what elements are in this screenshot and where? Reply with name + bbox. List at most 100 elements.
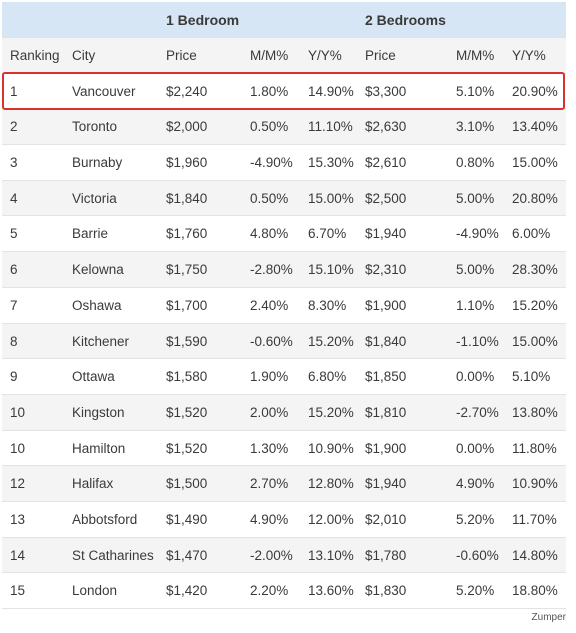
- cell-yy-1br: 14.90%: [308, 83, 354, 99]
- cell-yy-2br: 28.30%: [512, 262, 558, 278]
- group-two-bedrooms: 2 Bedrooms: [365, 12, 446, 28]
- cell-yy-2br: 15.20%: [512, 297, 558, 313]
- cell-yy-2br: 10.90%: [512, 476, 558, 492]
- cell-mm-1br: 4.90%: [250, 511, 289, 527]
- cell-ranking: 8: [10, 333, 18, 349]
- cell-mm-1br: 0.50%: [250, 119, 289, 135]
- table-row: 9 Ottawa $1,580 1.90% 6.80% $1,850 0.00% 5.10%: [2, 359, 566, 395]
- cell-mm-1br: 1.30%: [250, 440, 289, 456]
- cell-mm-1br: 1.90%: [250, 369, 289, 385]
- cell-yy-1br: 15.10%: [308, 262, 354, 278]
- cell-ranking: 4: [10, 190, 18, 206]
- cell-price-1br: $1,700: [166, 297, 208, 313]
- cell-ranking: 7: [10, 297, 18, 313]
- cell-price-1br: $1,420: [166, 583, 208, 599]
- cell-price-2br: $1,810: [365, 404, 407, 420]
- source-credit: Zumper: [531, 612, 566, 623]
- cell-ranking: 1: [10, 83, 18, 99]
- table-row: 6 Kelowna $1,750 -2.80% 15.10% $2,310 5.00% 28.…: [2, 252, 566, 288]
- cell-mm-1br: -2.00%: [250, 547, 293, 563]
- cell-price-2br: $2,610: [365, 155, 407, 171]
- table-row: 10 Kingston $1,520 2.00% 15.20% $1,810 -2.70% 1…: [2, 394, 566, 431]
- cell-yy-2br: 15.00%: [512, 155, 558, 171]
- cell-yy-1br: 15.20%: [308, 404, 354, 420]
- table-row: 1 Vancouver $2,240 1.80% 14.90% $3,300 5.10% 20…: [2, 74, 566, 110]
- cell-city: London: [72, 583, 118, 599]
- cell-yy-2br: 6.00%: [512, 226, 551, 242]
- cell-mm-2br: -4.90%: [456, 226, 499, 242]
- cell-ranking: 3: [10, 155, 18, 171]
- cell-yy-1br: 6.80%: [308, 369, 347, 385]
- col-price-2br: Price: [365, 48, 396, 63]
- cell-yy-2br: 20.80%: [512, 190, 558, 206]
- cell-price-1br: $1,520: [166, 404, 208, 420]
- cell-ranking: 9: [10, 369, 18, 385]
- cell-city: Kingston: [72, 404, 125, 420]
- table-row: 2 Toronto $2,000 0.50% 11.10% $2,630 3.10% 13.4…: [2, 109, 566, 146]
- cell-mm-2br: 0.00%: [456, 440, 495, 456]
- group-one-bedroom: 1 Bedroom: [166, 12, 240, 28]
- table-row: 4 Victoria $1,840 0.50% 15.00% $2,500 5.00% 20.…: [2, 180, 566, 217]
- cell-price-1br: $1,580: [166, 369, 208, 385]
- cell-city: Oshawa: [72, 297, 122, 313]
- cell-mm-2br: 5.10%: [456, 83, 495, 99]
- cell-city: Victoria: [72, 190, 117, 206]
- cell-city: Ottawa: [72, 369, 115, 385]
- cell-price-1br: $1,840: [166, 190, 208, 206]
- cell-city: Toronto: [72, 119, 118, 135]
- cell-yy-1br: 13.10%: [308, 547, 354, 563]
- cell-price-2br: $1,900: [365, 440, 407, 456]
- cell-mm-2br: 1.10%: [456, 297, 495, 313]
- cell-mm-1br: -2.80%: [250, 262, 293, 278]
- cell-yy-2br: 11.80%: [512, 440, 557, 456]
- cell-price-1br: $1,590: [166, 333, 208, 349]
- cell-mm-2br: 3.10%: [456, 119, 495, 135]
- cell-city: Vancouver: [72, 83, 136, 99]
- cell-price-2br: $2,310: [365, 262, 407, 278]
- cell-price-2br: $2,500: [365, 190, 407, 206]
- cell-price-1br: $1,760: [166, 226, 208, 242]
- cell-price-2br: $3,300: [365, 83, 407, 99]
- cell-yy-2br: 11.70%: [512, 511, 557, 527]
- cell-mm-1br: 0.50%: [250, 190, 289, 206]
- table-row: 10 Hamilton $1,520 1.30% 10.90% $1,900 0.00% 11…: [2, 431, 566, 467]
- cell-yy-2br: 13.40%: [512, 119, 558, 135]
- cell-price-2br: $2,630: [365, 119, 407, 135]
- table-row: 3 Burnaby $1,960 -4.90% 15.30% $2,610 0.80% 15.…: [2, 145, 566, 181]
- cell-ranking: 2: [10, 119, 18, 135]
- cell-ranking: 6: [10, 262, 18, 278]
- cell-mm-1br: -0.60%: [250, 333, 293, 349]
- cell-city: Burnaby: [72, 155, 123, 171]
- cell-yy-2br: 5.10%: [512, 369, 551, 385]
- cell-mm-2br: 5.20%: [456, 583, 495, 599]
- group-header-row: 1 Bedroom 2 Bedrooms: [2, 2, 566, 38]
- cell-mm-2br: 5.20%: [456, 511, 495, 527]
- cell-ranking: 12: [10, 476, 26, 492]
- cell-price-1br: $1,750: [166, 262, 208, 278]
- table-body: 1 Vancouver $2,240 1.80% 14.90% $3,300 5.10% 20…: [2, 74, 566, 609]
- cell-price-2br: $1,940: [365, 476, 407, 492]
- cell-mm-2br: 5.00%: [456, 262, 495, 278]
- cell-city: Kitchener: [72, 333, 130, 349]
- table-row: 13 Abbotsford $1,490 4.90% 12.00% $2,010 5.20%…: [2, 502, 566, 538]
- cell-price-2br: $1,840: [365, 333, 407, 349]
- cell-mm-2br: -1.10%: [456, 333, 499, 349]
- cell-mm-1br: 2.20%: [250, 583, 289, 599]
- cell-mm-2br: 0.80%: [456, 155, 495, 171]
- col-city: City: [72, 48, 96, 63]
- cell-yy-2br: 18.80%: [512, 583, 558, 599]
- cell-price-1br: $1,490: [166, 511, 208, 527]
- col-yy-1br: Y/Y%: [308, 48, 342, 63]
- cell-city: Hamilton: [72, 440, 126, 456]
- cell-ranking: 15: [10, 583, 26, 599]
- table-row: 15 London $1,420 2.20% 13.60% $1,830 5.20% 18.8…: [2, 573, 566, 609]
- cell-yy-1br: 12.00%: [308, 511, 354, 527]
- cell-yy-1br: 15.30%: [308, 155, 354, 171]
- cell-yy-2br: 15.00%: [512, 333, 558, 349]
- table-row: 8 Kitchener $1,590 -0.60% 15.20% $1,840 -1.10%…: [2, 323, 566, 360]
- cell-city: Abbotsford: [72, 511, 138, 527]
- cell-price-2br: $1,940: [365, 226, 407, 242]
- cell-city: Barrie: [72, 226, 109, 242]
- cell-yy-1br: 10.90%: [308, 440, 354, 456]
- cell-yy-1br: 13.60%: [308, 583, 354, 599]
